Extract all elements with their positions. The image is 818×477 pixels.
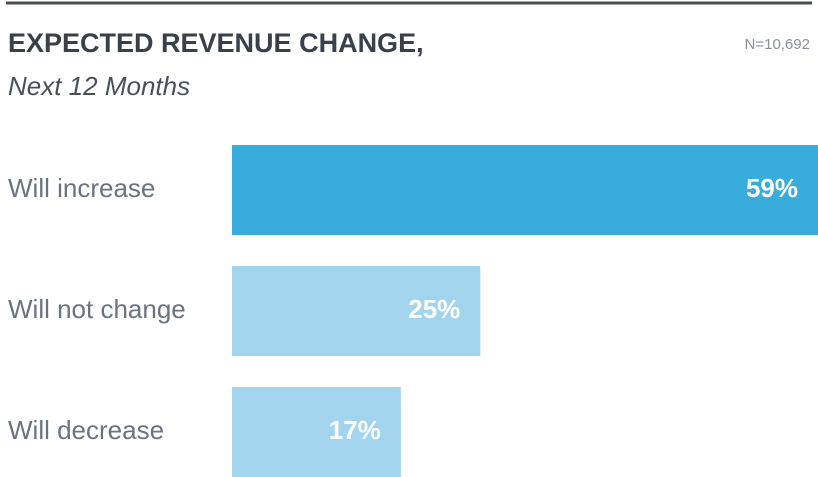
sample-size: N=10,692 — [745, 36, 810, 53]
bar — [232, 266, 481, 356]
value-label: 17% — [329, 415, 381, 445]
bar — [232, 145, 818, 235]
chart-subtitle: Next 12 Months — [8, 71, 190, 101]
chart-title: EXPECTED REVENUE CHANGE, — [8, 28, 424, 58]
category-label: Will not change — [8, 294, 186, 324]
bar — [232, 387, 401, 477]
category-label: Will increase — [8, 173, 155, 203]
value-label: 25% — [408, 294, 460, 324]
value-label: 59% — [746, 173, 798, 203]
category-label: Will decrease — [8, 415, 164, 445]
